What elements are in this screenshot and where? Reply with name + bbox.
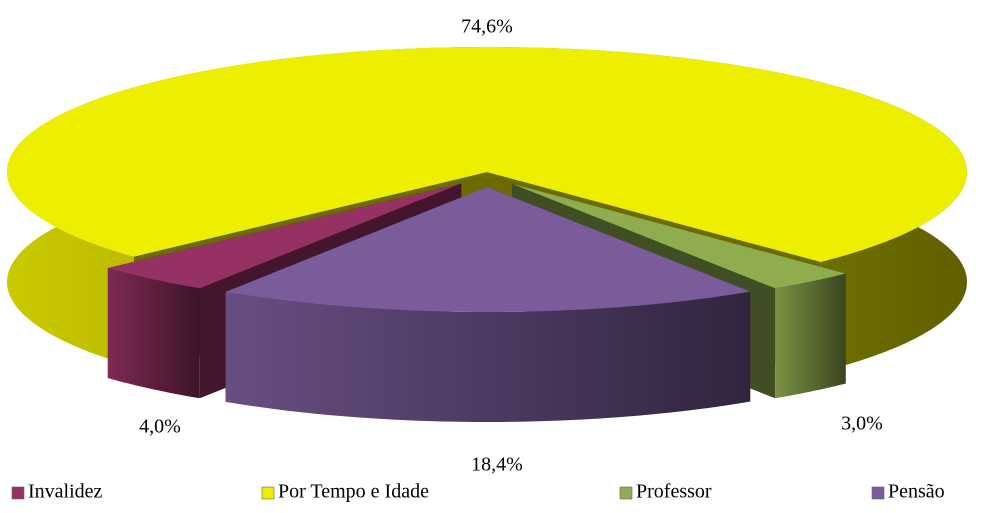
- value-labels: 4,0% 74,6% 3,0% 18,4%: [139, 16, 883, 476]
- slice-wall: [225, 291, 751, 422]
- slice-top: [7, 47, 967, 262]
- legend-swatch: [261, 486, 275, 500]
- legend: Invalidez Por Tempo e Idade Professor Pensã…: [11, 481, 945, 503]
- value-label: 3,0%: [841, 413, 883, 435]
- value-label: 18,4%: [471, 454, 523, 476]
- legend-label: Professor: [636, 481, 712, 503]
- slice-top: [107, 183, 462, 289]
- slice-top: [511, 183, 846, 289]
- legend-swatch: [871, 486, 885, 500]
- legend-swatch: [11, 486, 25, 500]
- slice-wall: [107, 268, 200, 399]
- value-label: 4,0%: [139, 416, 181, 438]
- legend-label: Pensão: [888, 481, 945, 503]
- legend-label: Por Tempo e Idade: [278, 481, 429, 503]
- slice-wall: [775, 273, 846, 399]
- slice: [225, 186, 751, 422]
- pie: [7, 47, 967, 422]
- value-label: 74,6%: [461, 16, 513, 38]
- slice-top: [225, 186, 751, 312]
- legend-label: Invalidez: [28, 481, 103, 503]
- legend-swatch: [619, 486, 633, 500]
